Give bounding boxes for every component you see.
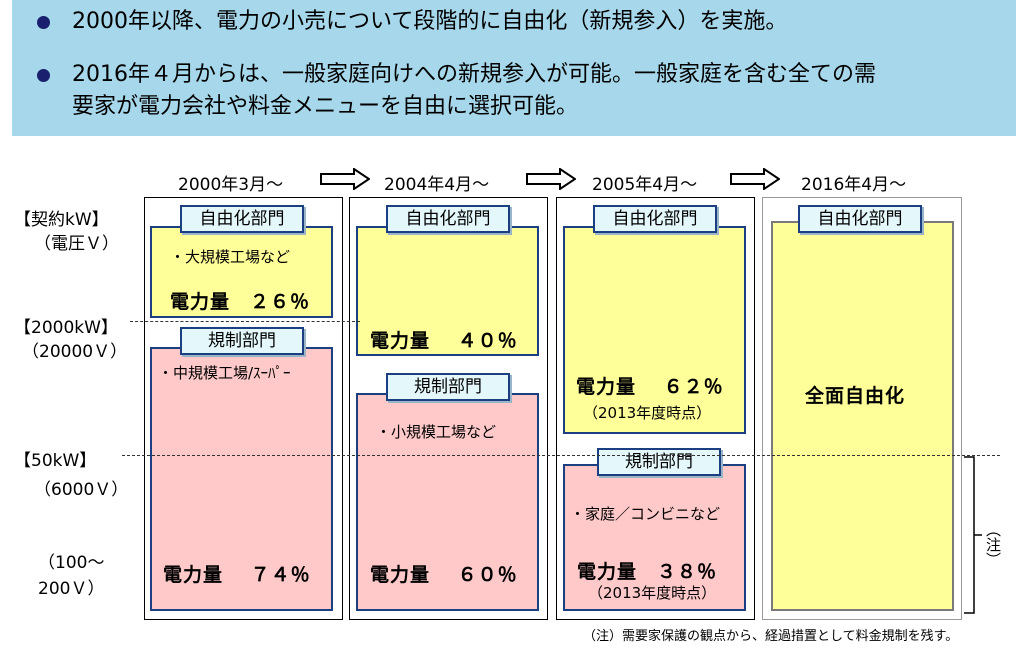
column-2000-regulated-amount: 電力量 ７４％: [163, 564, 311, 586]
axis-level-6000v: （6000Ｖ）: [34, 480, 129, 500]
summary-line-3: 要家が電力会社や料金メニューを自由に選択可能。: [72, 94, 579, 119]
footnote: （注）需要家保護の観点から、経過措置として料金規制を残す。: [583, 629, 959, 644]
summary-line-1: 2000年以降、電力の小売について段階的に自由化（新規参入）を実施。: [72, 9, 788, 34]
axis-level-2000kw: 【2000kW】: [14, 318, 118, 338]
column-2000-liberalized-amount: 電力量 ２６％: [170, 291, 311, 313]
column-2000-liberalized-block: [150, 226, 333, 318]
column-2005-liberalized-note: （2013年度時点）: [583, 404, 712, 422]
period-2005: 2005年4月～: [592, 175, 698, 195]
column-2005-liberalized-amount: 電力量 ６２％: [576, 376, 724, 398]
summary-line-2: 2016年４月からは、一般家庭向けへの新規参入が可能。一般家庭を含む全ての需: [72, 62, 876, 87]
bullet-dot-icon: [37, 69, 50, 82]
column-2004-regulated-amount: 電力量 ６０％: [370, 564, 518, 586]
column-2004-regulated-tag: 規制部門: [386, 373, 510, 401]
column-2005-regulated-note: （2013年度時点）: [588, 584, 717, 602]
column-2016-liberalized-tag: 自由化部門: [798, 205, 922, 233]
right-arrow-icon: [320, 168, 370, 190]
threshold-line-2000kw: [130, 321, 360, 322]
bullet-dot-icon: [37, 16, 50, 29]
column-2016-center-label: 全面自由化: [805, 385, 906, 407]
axis-title-sub: （電圧Ｖ）: [34, 234, 119, 254]
column-2004-regulated-block: [356, 393, 539, 611]
column-2005-regulated-tag: 規制部門: [597, 448, 721, 476]
period-2016: 2016年4月～: [801, 175, 907, 195]
column-2016-liberalized-block: [771, 221, 954, 611]
column-2000-liberalized-tag: 自由化部門: [180, 205, 304, 233]
axis-level-100v: （100～: [38, 553, 105, 573]
axis-level-20000v: （20000Ｖ）: [22, 342, 128, 362]
summary-banner: [12, 0, 1016, 136]
column-2000-regulated-desc: ・中規模工場/ｽｰﾊﾟｰ: [158, 364, 291, 382]
column-2004-liberalized-tag: 自由化部門: [386, 205, 510, 233]
column-2000-regulated-tag: 規制部門: [180, 327, 304, 355]
column-2005-liberalized-tag: 自由化部門: [593, 205, 717, 233]
column-2005-regulated-amount: 電力量 ３８％: [577, 561, 718, 583]
column-2005-regulated-desc: ・家庭／コンビニなど: [570, 505, 721, 523]
bracket-note: （注）: [984, 522, 1002, 567]
right-arrow-icon: [730, 168, 780, 190]
axis-level-50kw: 【50kW】: [14, 451, 97, 471]
period-2004: 2004年4月～: [384, 175, 490, 195]
threshold-line-50kw: [122, 455, 1000, 456]
axis-level-200v: 200Ｖ）: [38, 579, 105, 599]
right-arrow-icon: [526, 168, 576, 190]
period-2000: 2000年3月～: [178, 175, 284, 195]
column-2000-liberalized-desc: ・大規模工場など: [170, 248, 291, 266]
column-2004-regulated-desc: ・小規模工場など: [376, 423, 497, 441]
column-2000-regulated-block: [150, 347, 333, 611]
bracket-icon: [964, 456, 982, 614]
column-2004-liberalized-block: [356, 226, 539, 356]
axis-title: 【契約kW】: [14, 210, 109, 230]
column-2004-liberalized-amount: 電力量 ４０％: [370, 330, 518, 352]
